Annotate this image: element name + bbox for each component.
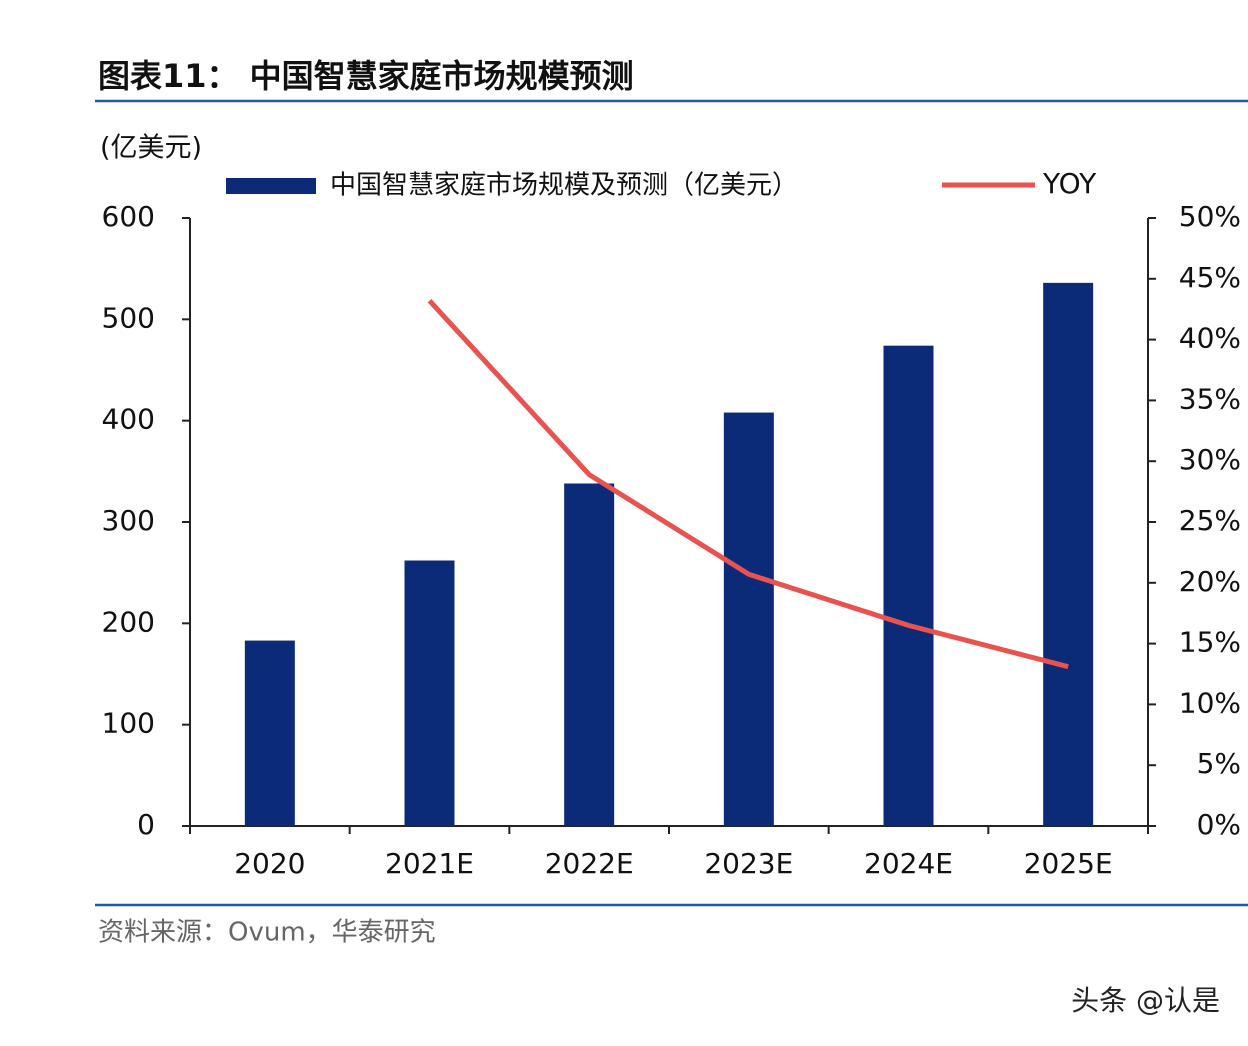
y-tick-label: 600 (102, 200, 155, 233)
legend-label: YOY (1042, 167, 1097, 200)
legend-swatch (226, 178, 316, 194)
bar (564, 483, 615, 826)
y2-tick-label: 30% (1179, 443, 1241, 476)
y-tick-label: 200 (102, 605, 155, 638)
chart-title: 图表11： 中国智慧家庭市场规模预测 (98, 57, 634, 95)
y-tick-label: 400 (102, 403, 155, 436)
y2-tick-label: 25% (1179, 504, 1241, 537)
y-tick-label: 100 (102, 707, 155, 740)
y-tick-label: 300 (102, 504, 155, 537)
bar (244, 640, 295, 826)
legend-label: 中国智慧家庭市场规模及预测（亿美元） (330, 171, 798, 201)
y2-tick-label: 15% (1179, 626, 1241, 659)
y2-tick-label: 50% (1179, 200, 1241, 233)
y2-tick-label: 10% (1179, 686, 1241, 719)
y2-tick-label: 20% (1179, 565, 1241, 598)
bar (404, 560, 455, 826)
line (427, 298, 1069, 670)
x-tick-label: 2021E (385, 847, 474, 880)
watermark: 头条 @认是 (1071, 984, 1220, 1017)
source-note: 资料来源：Ovum，华泰研究 (98, 918, 436, 948)
x-tick-label: 2025E (1024, 847, 1113, 880)
x-tick-label: 2024E (864, 847, 953, 880)
y2-tick-label: 5% (1197, 747, 1241, 780)
bar (883, 345, 934, 826)
y-tick-label: 500 (102, 301, 155, 334)
x-tick-label: 2022E (545, 847, 634, 880)
bar (1043, 282, 1094, 826)
bar (723, 412, 774, 826)
y2-tick-label: 0% (1197, 808, 1241, 841)
y2-tick-label: 45% (1179, 261, 1241, 294)
x-tick-label: 2023E (704, 847, 793, 880)
y-axis-unit: (亿美元) (100, 133, 202, 164)
y2-tick-label: 40% (1179, 322, 1241, 355)
y2-tick-label: 35% (1179, 382, 1241, 415)
y-tick-label: 0 (137, 808, 155, 841)
x-tick-label: 2020 (234, 847, 305, 880)
